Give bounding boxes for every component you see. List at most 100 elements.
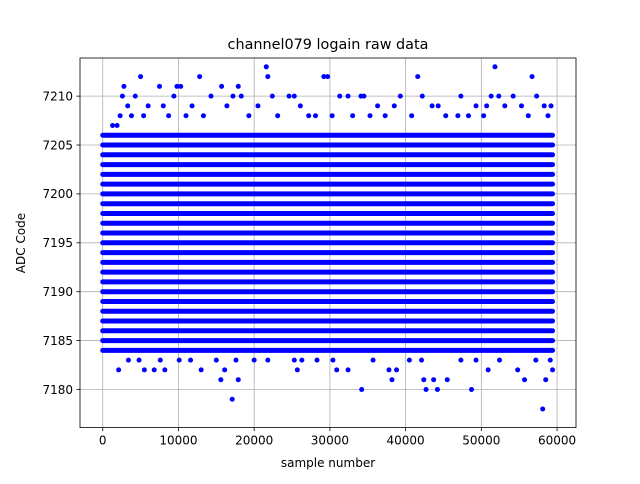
data-point [291, 357, 297, 363]
x-tick-label: 20000 [235, 434, 273, 448]
data-point [176, 357, 182, 363]
data-point [145, 103, 151, 109]
data-point [434, 386, 440, 392]
x-tick-label: 30000 [311, 434, 349, 448]
data-point [359, 386, 365, 392]
x-axis-ticks: 0 10000 20000 30000 40000 50000 60000 [99, 427, 576, 448]
scatter-points-layer [110, 64, 556, 412]
data-point [119, 93, 125, 99]
data-point [114, 122, 120, 128]
data-point [313, 113, 319, 119]
data-point [330, 357, 336, 363]
data-point [197, 74, 203, 80]
data-point [481, 113, 487, 119]
data-point [389, 377, 395, 383]
data-point [174, 83, 180, 89]
data-point [125, 103, 131, 109]
data-point [435, 103, 441, 109]
data-point [157, 83, 163, 89]
data-point [409, 113, 415, 119]
x-tick-label: 0 [99, 434, 107, 448]
data-point [543, 377, 549, 383]
data-point [525, 113, 531, 119]
data-point [219, 83, 225, 89]
data-point [275, 113, 281, 119]
data-point [337, 93, 343, 99]
data-point [497, 357, 503, 363]
data-point [265, 357, 271, 363]
data-point [515, 367, 521, 373]
y-tick-label: 7210 [42, 89, 73, 103]
data-point [533, 357, 539, 363]
y-tick-label: 7205 [42, 138, 73, 152]
data-point [188, 357, 194, 363]
data-point [198, 367, 204, 373]
data-point [208, 93, 214, 99]
data-point [329, 113, 335, 119]
data-point [370, 357, 376, 363]
y-tick-label: 7180 [42, 383, 73, 397]
y-tick-label: 7185 [42, 334, 73, 348]
data-point [141, 367, 147, 373]
data-point [117, 113, 123, 119]
data-point [541, 103, 547, 109]
data-point [314, 357, 320, 363]
data-point [429, 103, 435, 109]
data-point [306, 113, 312, 119]
y-tick-label: 7200 [42, 187, 73, 201]
x-axis-label: sample number [281, 456, 375, 470]
data-point [230, 93, 236, 99]
data-point [222, 367, 228, 373]
data-point [394, 367, 400, 373]
data-point [496, 93, 502, 99]
data-point [297, 103, 303, 109]
data-point [375, 103, 381, 109]
data-point [350, 113, 356, 119]
y-axis-ticks: 7180 7185 7190 7195 7200 7205 7210 [42, 89, 80, 397]
data-point [518, 103, 524, 109]
data-point [200, 113, 206, 119]
data-point [291, 93, 297, 99]
data-point [255, 103, 261, 109]
data-point [415, 74, 421, 80]
chart-title: channel079 logain raw data [228, 37, 429, 53]
x-tick-label: 50000 [462, 434, 500, 448]
data-point [458, 357, 464, 363]
data-point [444, 377, 450, 383]
data-point [455, 113, 461, 119]
data-point [419, 93, 425, 99]
data-point [235, 83, 241, 89]
data-point [534, 93, 540, 99]
y-tick-label: 7190 [42, 285, 73, 299]
data-point [229, 396, 235, 402]
data-point [492, 64, 498, 70]
data-point [540, 406, 546, 412]
data-point [110, 122, 116, 128]
data-point [510, 93, 516, 99]
data-point [545, 113, 551, 119]
data-point [224, 103, 230, 109]
data-point [263, 64, 269, 70]
data-point [183, 113, 189, 119]
data-point [522, 377, 528, 383]
x-tick-label: 10000 [159, 434, 197, 448]
data-point [488, 93, 494, 99]
x-tick-label: 60000 [538, 434, 576, 448]
data-point [397, 93, 403, 99]
data-point [458, 93, 464, 99]
data-point [286, 93, 292, 99]
data-point [178, 83, 184, 89]
data-point [382, 113, 388, 119]
data-point [406, 357, 412, 363]
data-point [321, 74, 327, 80]
data-point [189, 103, 195, 109]
data-point [423, 386, 429, 392]
data-point [125, 357, 131, 363]
data-point [136, 357, 142, 363]
data-point [547, 357, 553, 363]
data-point [294, 367, 300, 373]
y-tick-label: 7195 [42, 236, 73, 250]
data-point [361, 93, 367, 99]
